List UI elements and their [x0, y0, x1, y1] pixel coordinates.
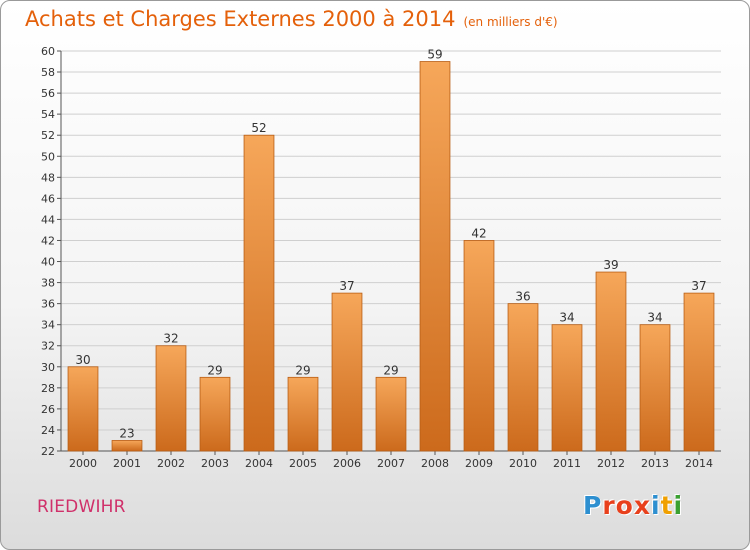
- x-tick-label-2009: 2009: [465, 457, 493, 470]
- x-tick-label-2013: 2013: [641, 457, 669, 470]
- data-label-2012: 39: [603, 258, 618, 272]
- logo-letter: i: [651, 491, 661, 520]
- y-tick-label: 44: [41, 213, 55, 226]
- data-label-2014: 37: [691, 279, 706, 293]
- bar-2002: [155, 345, 187, 452]
- bar-2005: [287, 376, 319, 452]
- bar-2013: [639, 324, 671, 452]
- logo-letter: x: [633, 491, 651, 520]
- bar-2003: [199, 376, 231, 452]
- bar-2008: [419, 61, 451, 452]
- data-label-2007: 29: [383, 363, 398, 377]
- data-label-2005: 29: [295, 363, 310, 377]
- bar-2001: [111, 440, 143, 452]
- data-label-2001: 23: [119, 426, 134, 440]
- labels: 22 24 26 28 30 32 34 36 38 40 42 44 46 48 50 52 54 56 58 60…: [41, 45, 713, 470]
- y-tick-label: 56: [41, 87, 55, 100]
- bar-2009: [463, 240, 495, 452]
- y-tick-label: 54: [41, 108, 55, 121]
- logo-letter: i: [673, 491, 684, 520]
- bar-2011: [551, 324, 583, 452]
- bar-2012: [595, 271, 627, 452]
- y-tick-label: 50: [41, 150, 55, 163]
- y-tick-label: 30: [41, 361, 55, 374]
- y-tick-label: 36: [41, 298, 55, 311]
- x-tick-label-2008: 2008: [421, 457, 449, 470]
- data-label-2003: 29: [207, 363, 222, 377]
- x-tick-label-2006: 2006: [333, 457, 361, 470]
- x-tick-label-2010: 2010: [509, 457, 537, 470]
- bar-2007: [375, 376, 407, 452]
- x-tick-label-2002: 2002: [157, 457, 185, 470]
- x-tick-label-2007: 2007: [377, 457, 405, 470]
- bar-2006: [331, 292, 363, 452]
- data-label-2002: 32: [163, 332, 178, 346]
- x-tick-label-2005: 2005: [289, 457, 317, 470]
- y-tick-label: 38: [41, 277, 55, 290]
- bar-2010: [507, 303, 539, 452]
- y-tick-label: 40: [41, 256, 55, 269]
- bars: [67, 61, 715, 452]
- logo-letter: o: [615, 491, 634, 520]
- y-tick-label: 28: [41, 382, 55, 395]
- y-tick-label: 32: [41, 340, 55, 353]
- commune-name: RIEDWIHR: [37, 497, 126, 517]
- x-tick-label-2003: 2003: [201, 457, 229, 470]
- chart-title-text: Achats et Charges Externes 2000 à 2014: [25, 7, 456, 31]
- y-tick-label: 48: [41, 171, 55, 184]
- y-tick-label: 52: [41, 129, 55, 142]
- x-tick-label-2004: 2004: [245, 457, 273, 470]
- bar-2000: [67, 366, 99, 452]
- data-label-2000: 30: [75, 353, 90, 367]
- x-tick-label-2000: 2000: [69, 457, 97, 470]
- data-label-2006: 37: [339, 279, 354, 293]
- y-tick-label: 46: [41, 192, 55, 205]
- bar-2014: [683, 292, 715, 452]
- logo-letter: t: [660, 491, 674, 520]
- y-tick-label: 58: [41, 66, 55, 79]
- data-label-2008: 59: [427, 48, 442, 62]
- y-tick-label: 60: [41, 45, 55, 58]
- y-tick-label: 26: [41, 403, 55, 416]
- logo-letter: P: [583, 491, 603, 520]
- y-tick-label: 42: [41, 234, 55, 247]
- y-tick-label: 24: [41, 424, 55, 437]
- x-tick-label-2001: 2001: [113, 457, 141, 470]
- logo-letter: r: [602, 491, 616, 520]
- data-label-2011: 34: [559, 311, 574, 325]
- y-tick-label: 22: [41, 445, 55, 458]
- data-label-2004: 52: [251, 121, 266, 135]
- data-label-2010: 36: [515, 290, 530, 304]
- proxiti-logo[interactable]: Proxiti: [583, 491, 683, 520]
- bar-2004: [243, 134, 275, 452]
- x-tick-label-2012: 2012: [597, 457, 625, 470]
- chart-subtitle: (en milliers d'€): [463, 15, 558, 29]
- y-tick-label: 34: [41, 319, 55, 332]
- data-label-2013: 34: [647, 311, 662, 325]
- chart-title: Achats et Charges Externes 2000 à 2014 (e…: [25, 7, 558, 31]
- x-tick-label-2014: 2014: [685, 457, 713, 470]
- x-tick-label-2011: 2011: [553, 457, 581, 470]
- data-label-2009: 42: [471, 226, 486, 240]
